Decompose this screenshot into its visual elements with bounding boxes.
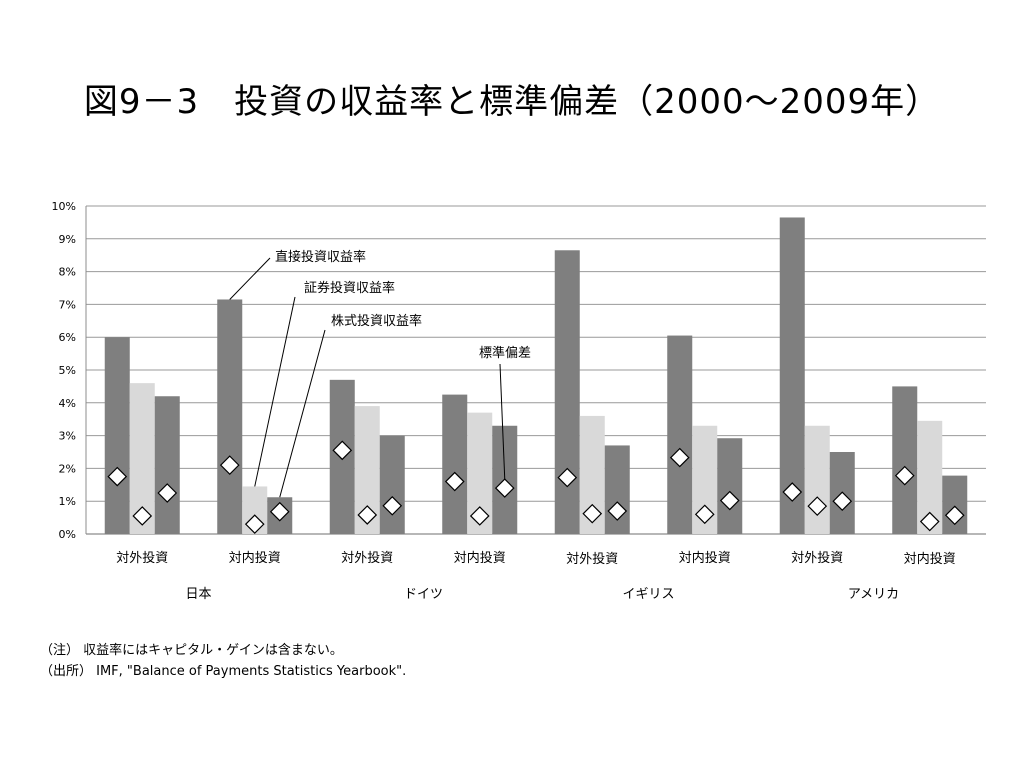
std-diamond-marker — [832, 491, 853, 512]
bar-portfolio — [804, 425, 830, 534]
y-tick-label: 0% — [59, 528, 76, 541]
annotation-leader-line — [229, 257, 271, 300]
std-diamond-marker — [607, 501, 628, 521]
bar-direct — [442, 394, 468, 534]
y-tick-label: 9% — [59, 233, 76, 246]
bar-equity — [717, 438, 743, 534]
std-diamond-marker — [807, 496, 828, 516]
category-label: 対内投資 — [229, 550, 281, 566]
std-diamond-marker — [719, 490, 740, 511]
y-tick-label: 6% — [59, 331, 76, 344]
series-annotation-label: 証券投資収益率 — [304, 280, 395, 296]
category-label: 対内投資 — [904, 551, 956, 567]
std-diamond-marker — [107, 466, 128, 487]
std-diamond-marker — [582, 503, 603, 524]
annotation-leader-line — [499, 363, 506, 480]
category-label: 対外投資 — [566, 551, 618, 567]
std-diamond-marker — [357, 505, 378, 525]
std-diamond-marker — [944, 505, 965, 526]
group-label: イギリス — [622, 587, 674, 602]
page-title: 図9－3 投資の収益率と標準偏差（2000～2009年） — [83, 82, 941, 122]
y-tick-label: 7% — [59, 298, 76, 311]
bar-direct — [104, 337, 130, 534]
bar-direct — [554, 250, 580, 534]
bar-equity — [154, 396, 180, 534]
group-label: アメリカ — [848, 587, 899, 602]
bar-equity — [379, 435, 405, 534]
y-tick-label: 3% — [59, 430, 76, 443]
category-label: 対外投資 — [116, 550, 168, 566]
annotation-leader-line — [254, 296, 296, 487]
bar-direct — [667, 335, 693, 534]
category-label: 対内投資 — [679, 550, 731, 566]
y-tick-label: 4% — [59, 397, 76, 410]
std-diamond-marker — [669, 447, 690, 468]
std-diamond-marker — [557, 467, 578, 488]
category-label: 対外投資 — [791, 550, 843, 566]
std-diamond-marker — [132, 506, 153, 526]
std-diamond-marker — [694, 504, 715, 525]
y-tick-label: 1% — [59, 495, 76, 508]
std-diamond-marker — [157, 483, 178, 503]
std-diamond-marker — [444, 471, 465, 492]
bar-direct — [779, 217, 805, 535]
series-annotation-label: 直接投資収益率 — [275, 249, 366, 265]
std-annotation-label: 標準偏差 — [479, 345, 531, 361]
std-diamond-marker — [782, 482, 803, 502]
std-diamond-marker — [494, 478, 515, 498]
std-diamond-marker — [469, 506, 490, 526]
std-diamond-marker — [269, 501, 290, 522]
bar-direct — [892, 386, 918, 534]
group-label: 日本 — [185, 587, 211, 602]
std-diamond-marker — [332, 440, 353, 461]
category-label: 対内投資 — [454, 550, 506, 566]
y-tick-label: 5% — [59, 364, 76, 377]
group-label: ドイツ — [404, 587, 443, 602]
y-tick-label: 10% — [52, 200, 76, 213]
std-diamond-marker — [382, 495, 403, 516]
series-annotation-label: 株式投資収益率 — [331, 313, 422, 329]
category-label: 対外投資 — [341, 550, 393, 566]
source-line: （出所） IMF, "Balance of Payments Statistic… — [40, 664, 407, 679]
std-diamond-marker — [244, 514, 265, 535]
y-tick-label: 2% — [59, 462, 76, 475]
std-diamond-marker — [894, 465, 915, 486]
std-diamond-marker — [919, 511, 940, 532]
annotation-leader-line — [279, 329, 326, 498]
notes: （注） 収益率にはキャピタル・ゲインは含まない。 （出所） IMF, "Bala… — [40, 640, 406, 682]
bar-equity — [942, 475, 968, 534]
note-line: （注） 収益率にはキャピタル・ゲインは含まない。 — [40, 643, 343, 658]
std-diamond-marker — [219, 455, 240, 475]
bar-direct — [217, 299, 243, 534]
y-tick-label: 8% — [59, 266, 76, 279]
